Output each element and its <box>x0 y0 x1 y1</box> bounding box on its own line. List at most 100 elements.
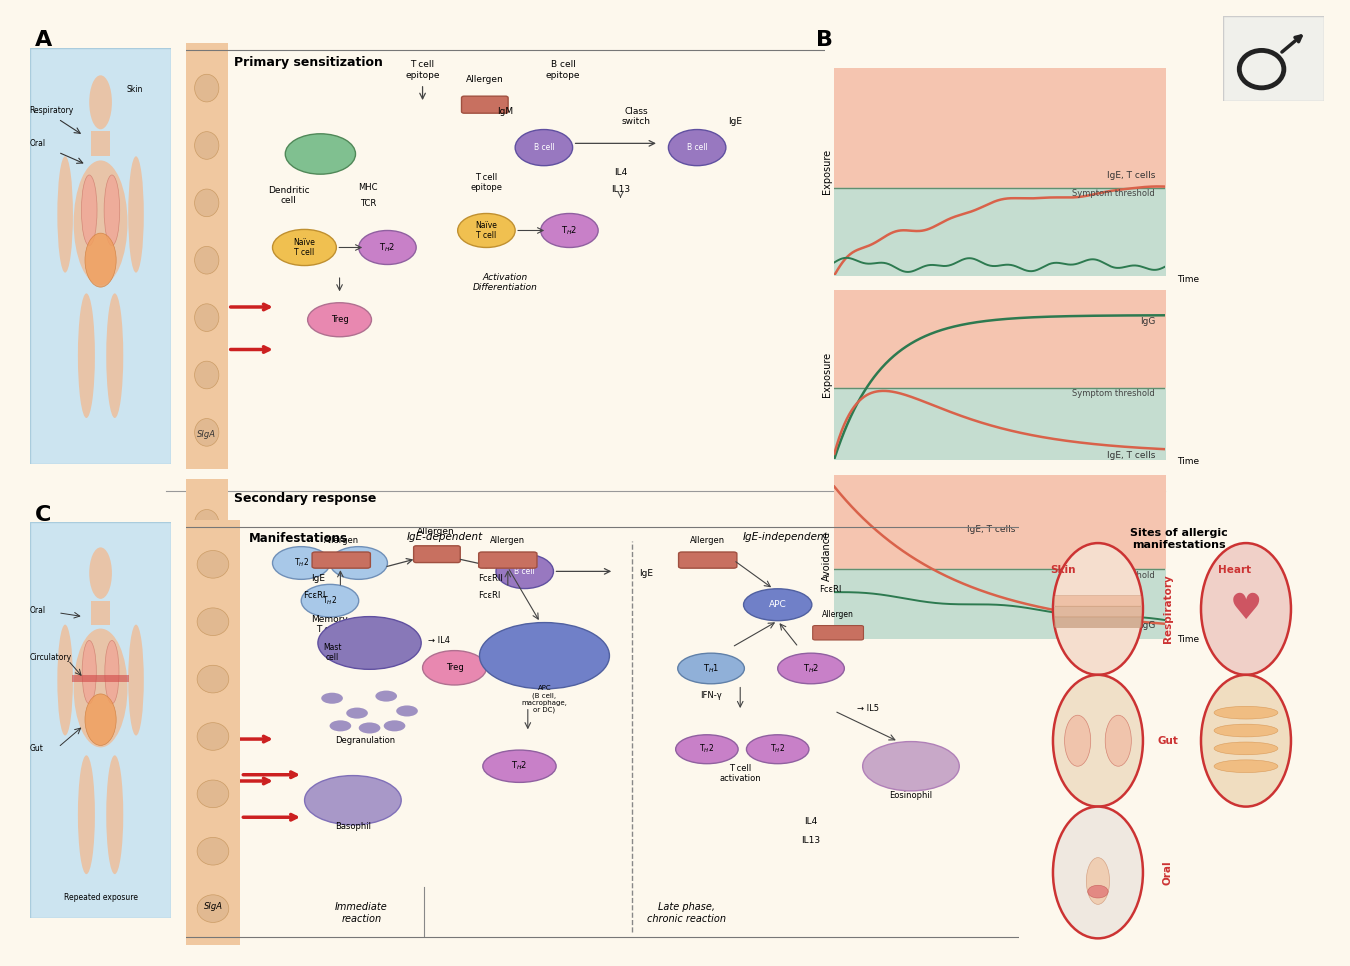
Ellipse shape <box>197 551 228 578</box>
Ellipse shape <box>197 666 228 693</box>
Text: IgE: IgE <box>639 569 653 578</box>
Text: B cell
epitope: B cell epitope <box>545 61 580 80</box>
Text: APC
(B cell,
macrophage,
or DC): APC (B cell, macrophage, or DC) <box>521 686 567 714</box>
Text: Mast
cell: Mast cell <box>323 642 342 662</box>
Ellipse shape <box>744 588 811 620</box>
Ellipse shape <box>104 175 120 245</box>
Circle shape <box>1202 543 1291 675</box>
Circle shape <box>383 721 405 731</box>
Circle shape <box>863 742 960 791</box>
Bar <box>90 601 111 625</box>
Bar <box>72 675 128 682</box>
Text: Symptom threshold: Symptom threshold <box>1072 389 1156 398</box>
Text: Allergen: Allergen <box>822 611 853 619</box>
Text: Skin: Skin <box>126 85 143 95</box>
Ellipse shape <box>81 175 97 245</box>
Text: IgE-dependent: IgE-dependent <box>406 532 483 543</box>
Text: B cell: B cell <box>514 567 535 576</box>
Ellipse shape <box>197 608 228 636</box>
Text: Skin: Skin <box>1050 565 1076 575</box>
Ellipse shape <box>778 653 844 684</box>
Text: B: B <box>815 30 833 50</box>
Ellipse shape <box>423 651 486 685</box>
Text: → IL4: → IL4 <box>428 636 450 645</box>
Text: Class
switch: Class switch <box>622 107 651 127</box>
Ellipse shape <box>1214 742 1278 754</box>
Text: IFN-γ: IFN-γ <box>701 692 722 700</box>
Circle shape <box>305 776 401 825</box>
Text: Gut: Gut <box>1157 736 1179 746</box>
Text: B cell: B cell <box>687 143 707 152</box>
Ellipse shape <box>194 189 219 216</box>
FancyBboxPatch shape <box>813 626 864 640</box>
Text: T$_H$1: T$_H$1 <box>703 663 720 674</box>
Bar <box>186 43 228 469</box>
Ellipse shape <box>194 736 219 763</box>
Text: SIgA: SIgA <box>204 901 223 911</box>
Ellipse shape <box>483 750 556 782</box>
Text: T$_H$2: T$_H$2 <box>294 556 309 569</box>
Text: IgG: IgG <box>1139 621 1156 630</box>
Ellipse shape <box>128 156 144 272</box>
Text: → IL5: → IL5 <box>857 704 879 713</box>
Ellipse shape <box>105 640 119 704</box>
Text: Respiratory: Respiratory <box>30 106 74 115</box>
Ellipse shape <box>329 547 387 580</box>
Circle shape <box>329 721 351 731</box>
Text: Allergen: Allergen <box>466 74 504 84</box>
Text: Circulatory: Circulatory <box>30 653 72 663</box>
Ellipse shape <box>541 213 598 247</box>
Text: B cell: B cell <box>533 143 555 152</box>
Text: T cell
epitope: T cell epitope <box>405 61 440 80</box>
FancyBboxPatch shape <box>479 552 537 568</box>
Text: Activation
Differentiation: Activation Differentiation <box>472 272 539 292</box>
Text: Respiratory: Respiratory <box>1162 575 1173 643</box>
Text: Repeated exposure: Repeated exposure <box>63 893 138 902</box>
Ellipse shape <box>495 554 554 588</box>
Circle shape <box>346 707 369 719</box>
FancyBboxPatch shape <box>462 97 508 113</box>
FancyBboxPatch shape <box>679 552 737 568</box>
Ellipse shape <box>1087 858 1110 904</box>
Ellipse shape <box>194 361 219 388</box>
Text: IgG: IgG <box>1139 317 1156 326</box>
Text: FcεRI: FcεRI <box>478 591 501 600</box>
FancyBboxPatch shape <box>1054 606 1141 617</box>
Ellipse shape <box>747 735 809 764</box>
Ellipse shape <box>85 694 116 746</box>
Ellipse shape <box>82 640 96 704</box>
Text: T$_H$2: T$_H$2 <box>803 663 819 674</box>
Text: T$_H$2: T$_H$2 <box>351 556 366 569</box>
Circle shape <box>1053 543 1143 675</box>
Ellipse shape <box>197 895 228 923</box>
Text: IgE, T cells: IgE, T cells <box>967 526 1015 534</box>
Ellipse shape <box>273 547 329 580</box>
Ellipse shape <box>516 129 572 165</box>
Ellipse shape <box>74 160 127 285</box>
Text: MHC: MHC <box>359 184 378 192</box>
Text: Memory
T cells: Memory T cells <box>312 614 348 634</box>
Ellipse shape <box>458 213 516 247</box>
Text: IgM: IgM <box>498 106 513 116</box>
Bar <box>186 520 240 945</box>
Text: Sites of allergic
manifestations: Sites of allergic manifestations <box>1130 528 1229 550</box>
Ellipse shape <box>359 231 416 265</box>
Ellipse shape <box>194 509 219 537</box>
Ellipse shape <box>197 780 228 808</box>
Circle shape <box>1202 675 1291 807</box>
Text: FcεRI: FcεRI <box>302 591 325 600</box>
Ellipse shape <box>107 755 123 874</box>
Text: FcεRI: FcεRI <box>819 585 841 594</box>
Text: T$_H$2: T$_H$2 <box>323 594 338 607</box>
Ellipse shape <box>78 755 94 874</box>
Ellipse shape <box>1106 715 1131 766</box>
Text: IgE-independent: IgE-independent <box>743 532 829 543</box>
Circle shape <box>317 616 421 669</box>
Text: SIgA: SIgA <box>197 861 216 869</box>
Text: Sensitization and
boosting of the
secondary
immune response
by allergen
contact: Sensitization and boosting of the second… <box>74 772 151 833</box>
Text: IL13: IL13 <box>802 836 821 844</box>
Text: Oral: Oral <box>30 606 46 614</box>
Circle shape <box>396 705 418 717</box>
Text: Secondary response: Secondary response <box>234 492 377 504</box>
Text: Time: Time <box>1177 636 1199 644</box>
